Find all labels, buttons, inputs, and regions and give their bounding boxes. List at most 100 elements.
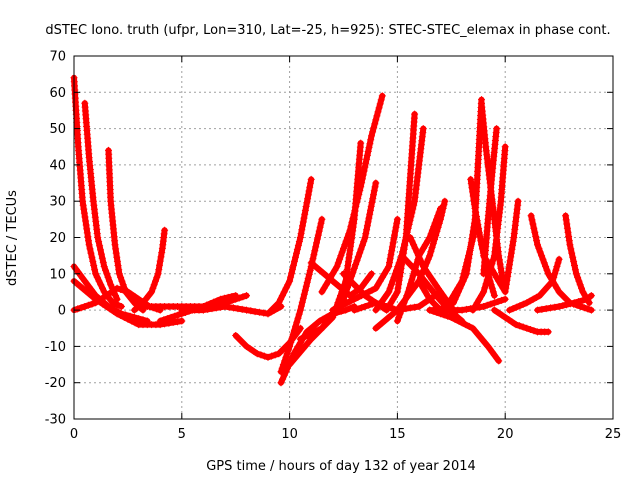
data-point bbox=[453, 292, 461, 300]
data-point bbox=[405, 284, 413, 292]
data-point bbox=[290, 326, 298, 334]
data-point bbox=[487, 300, 495, 308]
data-point bbox=[357, 245, 365, 253]
data-point bbox=[478, 292, 485, 300]
data-point bbox=[480, 303, 488, 310]
data-point bbox=[543, 266, 551, 274]
y-tick-label: 10 bbox=[49, 267, 66, 282]
data-point bbox=[533, 237, 541, 245]
data-point bbox=[350, 289, 358, 297]
data-point bbox=[519, 323, 527, 331]
data-point bbox=[354, 253, 362, 261]
data-point bbox=[118, 277, 126, 285]
data-point bbox=[407, 213, 415, 221]
data-point bbox=[358, 241, 366, 249]
data-point bbox=[131, 319, 139, 327]
data-point bbox=[470, 223, 478, 231]
data-point bbox=[97, 246, 104, 254]
data-point bbox=[391, 227, 399, 235]
data-point bbox=[404, 224, 412, 232]
data-point bbox=[354, 305, 362, 313]
data-point bbox=[576, 281, 584, 289]
data-point bbox=[489, 288, 497, 296]
data-point bbox=[480, 252, 488, 260]
data-point bbox=[329, 306, 337, 314]
data-point bbox=[552, 266, 560, 274]
data-point bbox=[456, 284, 464, 292]
data-point bbox=[461, 273, 469, 281]
data-point bbox=[538, 252, 546, 260]
data-point bbox=[350, 264, 358, 272]
data-point bbox=[94, 234, 102, 241]
data-point bbox=[368, 270, 375, 278]
data-point bbox=[406, 261, 414, 269]
data-series-arc-06 bbox=[70, 277, 186, 329]
data-point bbox=[145, 292, 153, 300]
data-point bbox=[279, 361, 287, 369]
data-point bbox=[395, 313, 403, 321]
data-point bbox=[84, 301, 92, 309]
data-point bbox=[268, 352, 276, 360]
data-point bbox=[501, 288, 509, 296]
data-point bbox=[506, 306, 513, 314]
data-point bbox=[337, 252, 345, 260]
data-point bbox=[430, 223, 438, 231]
data-point bbox=[96, 242, 104, 250]
data-point bbox=[372, 179, 380, 187]
data-point bbox=[393, 215, 401, 223]
data-point bbox=[390, 273, 398, 281]
data-point bbox=[391, 270, 399, 278]
data-point bbox=[293, 249, 300, 257]
data-point bbox=[338, 248, 346, 256]
data-point bbox=[300, 290, 308, 298]
data-point bbox=[354, 293, 362, 301]
data-point bbox=[480, 288, 488, 296]
data-point bbox=[221, 303, 229, 310]
data-series-arc-14 bbox=[277, 215, 326, 376]
data-point bbox=[110, 287, 117, 295]
data-point bbox=[351, 206, 359, 214]
data-point bbox=[306, 183, 314, 191]
data-point bbox=[117, 312, 125, 319]
data-point bbox=[467, 243, 475, 251]
data-point bbox=[234, 305, 242, 313]
data-point bbox=[459, 277, 467, 285]
data-point bbox=[493, 273, 501, 281]
data-point bbox=[343, 234, 351, 241]
data-point bbox=[314, 231, 322, 239]
data-point bbox=[411, 244, 419, 252]
data-point bbox=[300, 333, 308, 341]
data-point bbox=[463, 266, 471, 274]
data-point bbox=[102, 266, 109, 274]
data-point bbox=[83, 229, 91, 237]
data-point bbox=[542, 263, 550, 270]
data-point bbox=[373, 112, 381, 120]
data-point bbox=[87, 249, 95, 257]
data-point bbox=[571, 266, 579, 274]
data-point bbox=[106, 289, 114, 297]
data-point bbox=[494, 309, 502, 316]
data-point bbox=[357, 139, 365, 147]
data-point bbox=[98, 254, 106, 262]
data-point bbox=[531, 228, 539, 236]
data-point bbox=[392, 223, 400, 231]
data-point bbox=[232, 292, 240, 300]
data-point bbox=[428, 244, 436, 252]
data-point bbox=[395, 276, 403, 284]
data-point bbox=[352, 261, 360, 268]
data-point bbox=[469, 227, 477, 235]
data-point bbox=[246, 345, 254, 353]
data-point bbox=[83, 225, 91, 233]
data-series-arc-08 bbox=[135, 292, 250, 310]
data-point bbox=[356, 187, 364, 195]
data-point bbox=[296, 234, 304, 241]
data-point bbox=[311, 247, 319, 255]
data-point bbox=[350, 210, 358, 218]
data-point bbox=[410, 241, 418, 249]
data-point bbox=[112, 245, 120, 253]
data-point bbox=[113, 253, 121, 261]
data-point bbox=[119, 281, 127, 289]
data-point bbox=[443, 303, 451, 310]
data-point bbox=[293, 245, 301, 253]
data-point bbox=[363, 155, 371, 163]
